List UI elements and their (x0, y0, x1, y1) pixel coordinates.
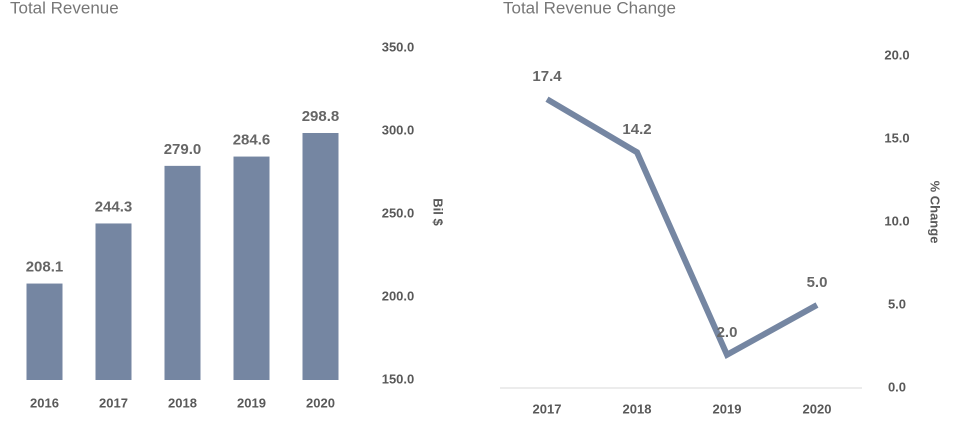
y-tick-label: 150.0 (382, 371, 415, 386)
y-tick-label: 10.0 (884, 213, 909, 228)
data-label: 17.4 (532, 68, 562, 85)
bar (95, 223, 132, 380)
y-axis-label: Bil $ (431, 198, 446, 226)
x-tick-label: 2018 (168, 395, 197, 410)
line (545, 96, 819, 360)
x-tick-label: 2019 (713, 401, 742, 416)
bar (164, 165, 201, 380)
x-tick-label: 2016 (30, 395, 59, 410)
bar (302, 132, 339, 380)
bar (233, 156, 270, 380)
data-label: 284.6 (233, 132, 271, 149)
data-label: 2.0 (717, 324, 738, 341)
y-tick-label: 300.0 (382, 122, 415, 137)
data-label: 5.0 (807, 274, 828, 291)
y-tick-label: 250.0 (382, 205, 415, 220)
x-tick-label: 2019 (237, 395, 266, 410)
chart-title: Total Revenue Change (503, 0, 676, 17)
data-label: 279.0 (164, 141, 202, 158)
data-label: 14.2 (622, 121, 651, 138)
x-tick-label: 2018 (623, 401, 652, 416)
y-axis-label: % Change (928, 181, 943, 244)
x-tick-label: 2017 (533, 401, 562, 416)
x-tick-label: 2020 (306, 395, 335, 410)
x-tick-label: 2020 (803, 401, 832, 416)
y-tick-label: 200.0 (382, 288, 415, 303)
data-label: 244.3 (95, 198, 133, 215)
data-label: 208.1 (26, 259, 64, 276)
y-tick-label: 20.0 (884, 47, 909, 62)
y-tick-label: 350.0 (382, 39, 415, 54)
y-tick-label: 15.0 (884, 130, 909, 145)
y-tick-label: 5.0 (888, 296, 906, 311)
bar (26, 283, 63, 380)
x-tick-label: 2017 (99, 395, 128, 410)
y-tick-label: 0.0 (888, 379, 906, 394)
chart-title: Total Revenue (10, 0, 119, 17)
data-label: 298.8 (302, 108, 340, 125)
